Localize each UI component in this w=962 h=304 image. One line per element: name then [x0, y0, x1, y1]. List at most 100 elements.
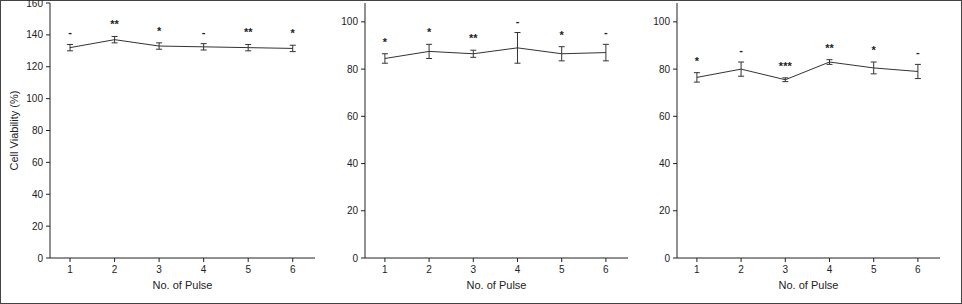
y-tick-label: 60 — [32, 157, 44, 168]
x-tick — [473, 258, 474, 262]
error-bar — [514, 33, 520, 64]
y-tick — [46, 130, 50, 131]
significance-label: * — [383, 36, 388, 48]
y-tick-label: 40 — [659, 158, 671, 169]
panel: 020406080100120140160123456No. of PulseC… — [8, 0, 315, 291]
x-axis-label: No. of Pulse — [467, 279, 527, 291]
error-bar — [470, 50, 476, 57]
x-tick — [203, 258, 204, 262]
x-tick — [292, 258, 293, 262]
x-tick-label: 1 — [67, 264, 73, 275]
y-tick — [673, 21, 677, 22]
frame — [1, 1, 962, 304]
y-tick-label: 0 — [664, 253, 670, 264]
y-tick — [361, 69, 365, 70]
y-tick — [46, 162, 50, 163]
y-tick-label: 100 — [653, 16, 670, 27]
data-group — [382, 33, 609, 64]
y-tick — [361, 116, 365, 117]
data-line — [697, 62, 918, 80]
significance-label: - — [516, 15, 520, 27]
x-tick-label: 6 — [915, 264, 921, 275]
x-tick-label: 1 — [694, 264, 700, 275]
significance-label: - — [916, 46, 920, 58]
y-tick-label: 80 — [32, 125, 44, 136]
y-tick-label: 0 — [37, 253, 43, 264]
significance-label: - — [739, 44, 743, 56]
y-tick — [361, 210, 365, 211]
x-tick-label: 5 — [559, 264, 565, 275]
y-tick — [673, 116, 677, 117]
significance-label: ** — [469, 32, 478, 44]
x-tick — [561, 258, 562, 262]
x-tick-label: 4 — [201, 264, 207, 275]
error-bar — [156, 43, 162, 49]
x-tick-label: 3 — [471, 264, 477, 275]
x-tick-label: 2 — [738, 264, 744, 275]
y-tick — [46, 98, 50, 99]
x-axis-label: No. of Pulse — [779, 279, 839, 291]
significance-label: - — [202, 26, 206, 38]
y-tick — [46, 3, 50, 4]
y-tick — [673, 163, 677, 164]
panel: 020406080100123456No. of Pulse****-*- — [341, 3, 628, 291]
significance-label: - — [604, 26, 608, 38]
y-axis — [365, 3, 366, 258]
x-tick — [70, 258, 71, 262]
x-tick-label: 3 — [783, 264, 789, 275]
x-tick-label: 5 — [871, 264, 877, 275]
data-group — [694, 60, 921, 82]
y-tick-label: 140 — [26, 29, 43, 40]
x-tick — [248, 258, 249, 262]
x-axis-label: No. of Pulse — [153, 279, 213, 291]
significance-label: ** — [244, 26, 253, 38]
x-tick-label: 2 — [112, 264, 118, 275]
x-tick-label: 4 — [515, 264, 521, 275]
x-tick-label: 5 — [245, 264, 251, 275]
significance-label: * — [157, 25, 162, 37]
error-bar — [201, 44, 207, 50]
y-tick-label: 20 — [32, 221, 44, 232]
y-tick-label: 100 — [26, 93, 43, 104]
y-tick-label: 80 — [659, 64, 671, 75]
x-tick — [429, 258, 430, 262]
figure: 020406080100120140160123456No. of PulseC… — [0, 0, 962, 304]
x-tick-label: 2 — [426, 264, 432, 275]
y-tick-label: 120 — [26, 61, 43, 72]
error-bar — [738, 62, 744, 76]
error-bar — [382, 54, 388, 63]
y-tick — [46, 66, 50, 67]
x-tick — [696, 258, 697, 262]
error-bar — [826, 60, 832, 65]
significance-label: * — [872, 44, 877, 56]
x-tick — [873, 258, 874, 262]
significance-label: ** — [825, 42, 834, 54]
x-tick — [605, 258, 606, 262]
x-tick — [741, 258, 742, 262]
y-tick — [46, 194, 50, 195]
y-tick — [673, 69, 677, 70]
x-tick-label: 6 — [290, 264, 296, 275]
significance-label: * — [695, 55, 700, 67]
x-axis — [677, 258, 940, 259]
y-tick-label: 20 — [659, 205, 671, 216]
y-tick-label: 40 — [32, 189, 44, 200]
error-bar — [67, 44, 73, 50]
panel: 020406080100123456No. of Pulse*-******- — [653, 3, 940, 291]
x-axis — [365, 258, 628, 259]
x-tick-label: 6 — [603, 264, 609, 275]
error-bar — [559, 47, 565, 61]
error-bar — [871, 62, 877, 74]
error-bar — [694, 73, 700, 82]
error-bar — [245, 44, 251, 50]
x-tick — [917, 258, 918, 262]
x-tick-label: 3 — [156, 264, 162, 275]
y-tick — [361, 258, 365, 259]
y-tick — [361, 163, 365, 164]
y-tick — [361, 21, 365, 22]
data-group — [67, 36, 296, 51]
y-tick-label: 40 — [347, 158, 359, 169]
significance-label: *** — [779, 60, 793, 72]
data-line — [385, 48, 606, 59]
y-tick — [673, 210, 677, 211]
